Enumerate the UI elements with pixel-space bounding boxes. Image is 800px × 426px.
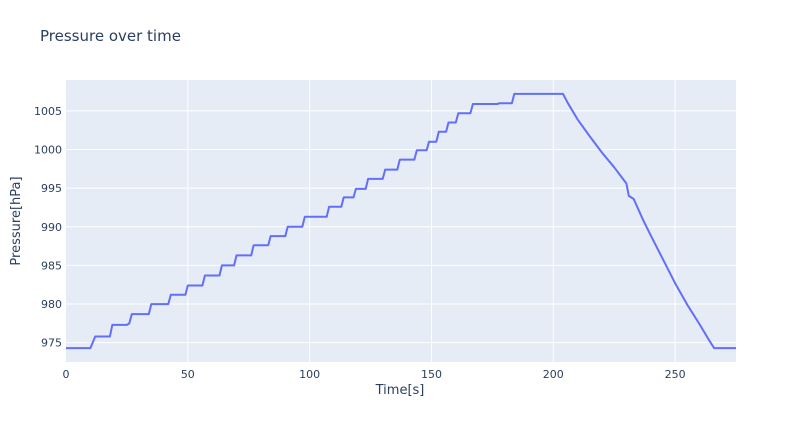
y-tick-label: 980 [41,298,62,311]
y-tick-label: 1000 [34,144,62,157]
x-tick-label: 50 [181,368,195,381]
x-tick-label: 100 [299,368,320,381]
y-axis-title: Pressure[hPa] [9,176,24,265]
y-axis-ticks: 975 980 985 990 995 1000 1005 [34,105,62,350]
x-axis-ticks: 0 50 100 150 200 250 [63,368,686,381]
y-tick-label: 990 [41,221,62,234]
series-layer [66,92,736,350]
x-tick-label: 200 [543,368,564,381]
plot-area [66,80,736,362]
x-tick-label: 0 [63,368,70,381]
x-axis-title: Time[s] [375,383,425,398]
x-tick-label: 250 [665,368,686,381]
y-tick-label: 985 [41,259,62,272]
y-tick-label: 975 [41,337,62,350]
grid-lines [66,80,736,362]
y-tick-label: 995 [41,182,62,195]
chart-title: Pressure over time [40,27,181,45]
pressure-series-line [66,92,736,350]
x-tick-label: 150 [421,368,442,381]
y-tick-label: 1005 [34,105,62,118]
